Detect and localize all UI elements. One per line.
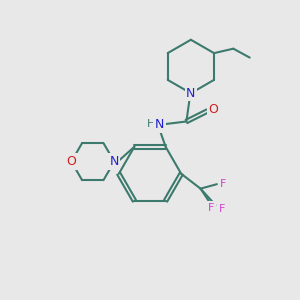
Text: F: F: [219, 204, 225, 214]
Text: O: O: [66, 155, 76, 168]
Text: F: F: [220, 179, 226, 189]
Text: H: H: [147, 119, 155, 130]
Text: N: N: [186, 87, 196, 100]
Text: N: N: [155, 118, 164, 131]
Text: F: F: [208, 203, 214, 213]
Text: O: O: [208, 103, 218, 116]
Text: N: N: [110, 155, 119, 168]
